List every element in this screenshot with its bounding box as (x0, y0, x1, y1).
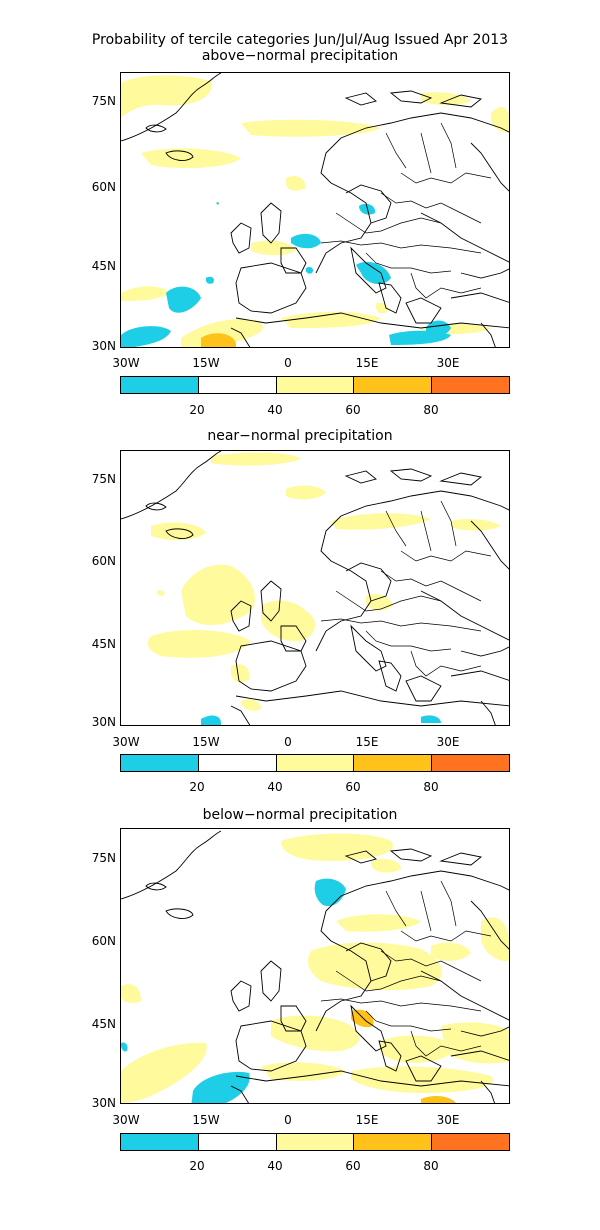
lat-label-60n: 60N (91, 180, 116, 194)
shading (148, 452, 501, 725)
colorbar-label-60: 60 (345, 403, 361, 417)
colorbar-label-40: 40 (267, 1159, 283, 1173)
colorbar-label-60: 60 (345, 780, 361, 794)
colorbar-segment (432, 377, 509, 393)
lat-label-45n: 45N (91, 1017, 116, 1031)
lon-label-30w: 30W (112, 1113, 140, 1127)
colorbar (120, 754, 510, 772)
colorbar-label-20: 20 (189, 780, 205, 794)
panel-subtitle: near−normal precipitation (207, 428, 393, 444)
lat-label-60n: 60N (91, 554, 116, 568)
coastlines (121, 451, 509, 725)
lat-label-60n: 60N (91, 934, 116, 948)
colorbar-segment (354, 1134, 433, 1150)
country-borders (320, 880, 492, 1057)
map-above-normal (120, 72, 510, 348)
map-near-normal (120, 450, 510, 726)
map-below-normal (120, 828, 510, 1104)
colorbar-label-20: 20 (189, 403, 205, 417)
lon-label-30e: 30E (436, 735, 460, 749)
figure-title: Probability of tercile categories Jun/Ju… (91, 32, 509, 48)
coastlines (121, 830, 509, 1103)
colorbar-segment (432, 755, 509, 771)
lon-label-15w: 15W (192, 356, 220, 370)
shading (121, 75, 509, 347)
lon-label-0: 0 (284, 735, 292, 749)
panel-subtitle: below−normal precipitation (202, 807, 398, 823)
lon-label-15w: 15W (192, 1113, 220, 1127)
lat-label-30n: 30N (91, 715, 116, 729)
colorbar-label-20: 20 (189, 1159, 205, 1173)
colorbar-label-60: 60 (345, 1159, 361, 1173)
lon-label-15e: 15E (355, 356, 379, 370)
lon-label-15e: 15E (355, 1113, 379, 1127)
lon-label-30e: 30E (436, 1113, 460, 1127)
colorbar-segment (198, 1134, 277, 1150)
colorbar-segment (276, 377, 355, 393)
colorbar-label-40: 40 (267, 403, 283, 417)
lat-label-45n: 45N (91, 637, 116, 651)
colorbar-segment (121, 1134, 199, 1150)
lon-label-15w: 15W (192, 735, 220, 749)
lat-label-45n: 45N (91, 259, 116, 273)
shading (121, 833, 509, 1103)
colorbar-label-80: 80 (423, 780, 439, 794)
colorbar-segment (121, 377, 199, 393)
lon-label-30w: 30W (112, 356, 140, 370)
coastlines (121, 73, 509, 347)
colorbar-segment (198, 755, 277, 771)
lat-label-30n: 30N (91, 1096, 116, 1110)
colorbar (120, 376, 510, 394)
lon-label-30e: 30E (436, 356, 460, 370)
colorbar-segment (432, 1134, 509, 1150)
colorbar-label-80: 80 (423, 403, 439, 417)
lat-label-30n: 30N (91, 339, 116, 353)
colorbar-segment (354, 755, 433, 771)
colorbar-label-40: 40 (267, 780, 283, 794)
lat-label-75n: 75N (91, 472, 116, 486)
lat-label-75n: 75N (91, 94, 116, 108)
map-canvas (121, 451, 509, 725)
lon-label-30w: 30W (112, 735, 140, 749)
map-canvas (121, 830, 509, 1103)
country-borders (320, 500, 492, 677)
colorbar-segment (354, 377, 433, 393)
lon-label-0: 0 (284, 356, 292, 370)
lat-label-75n: 75N (91, 851, 116, 865)
country-borders (320, 122, 492, 299)
colorbar-segment (198, 377, 277, 393)
map-canvas (121, 73, 509, 347)
lon-label-0: 0 (284, 1113, 292, 1127)
colorbar-segment (276, 755, 355, 771)
colorbar (120, 1133, 510, 1151)
colorbar-segment (121, 755, 199, 771)
colorbar-segment (276, 1134, 355, 1150)
lon-label-15e: 15E (355, 735, 379, 749)
panel-subtitle: above−normal precipitation (201, 48, 399, 64)
colorbar-label-80: 80 (423, 1159, 439, 1173)
